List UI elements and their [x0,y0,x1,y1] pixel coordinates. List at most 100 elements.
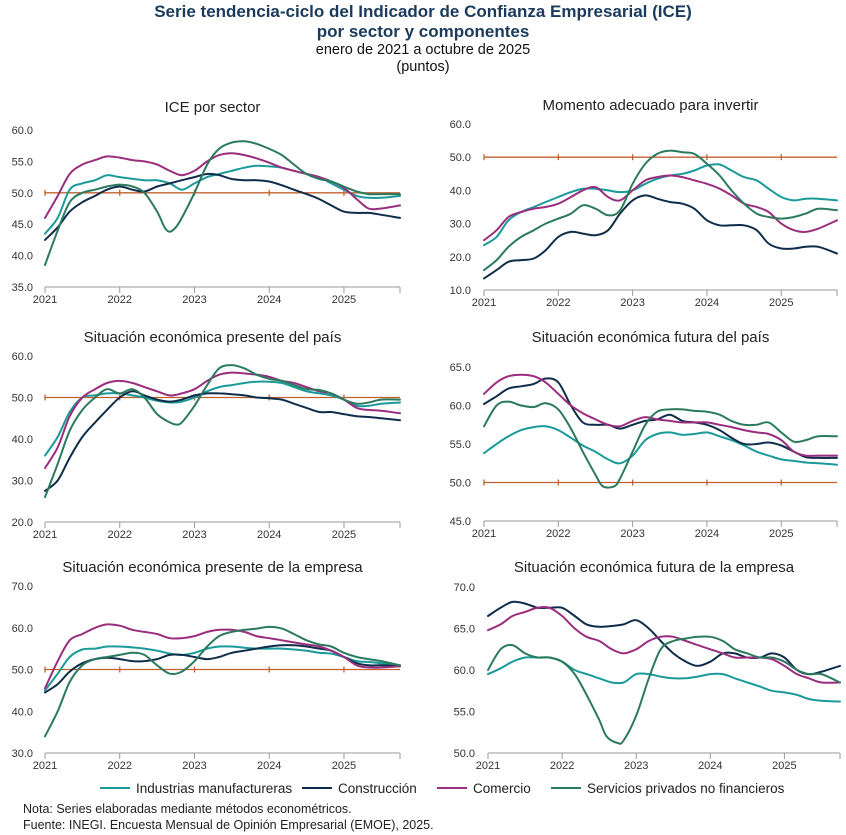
panel-5-x-tick-label: 2024 [257,760,281,772]
panel-5-title: Situación económica presente de la empre… [62,559,363,576]
panel-4-y-tick-label: 45.0 [450,516,471,528]
panel-6-x-tick-label: 2021 [476,760,500,772]
panel-3-x-tick-label: 2022 [107,529,131,541]
panel-2-y-tick-label: 50.0 [450,152,471,164]
legend: Industrias manufactureras Construcción C… [0,781,846,799]
footnotes: Nota: Series elaboradas mediante métodos… [23,801,434,833]
panel-2-y-tick-label: 20.0 [450,252,471,264]
panel-4-series-manufactureras [483,425,838,466]
panel-6-series-comercio [487,606,841,684]
panel-3-y-tick-label: 60.0 [12,351,33,363]
panel-2-y-tick-label: 30.0 [450,219,471,231]
legend-swatch-servicios [551,787,581,790]
panel-2-x-tick-label: 2022 [546,297,570,309]
panel-3-y-tick-label: 40.0 [12,434,33,446]
panel-4-x-tick-label: 2022 [546,528,570,540]
panel-3-x-tick-label: 2021 [33,529,57,541]
panel-1-x-tick-label: 2022 [107,294,131,306]
main-title-line1: Serie tendencia-ciclo del Indicador de C… [154,2,692,21]
panel-5-x-tick-label: 2023 [182,760,206,772]
panel-5-y-tick-label: 70.0 [12,581,33,593]
subtitle: enero de 2021 a octubre de 2025 [315,42,531,58]
panel-4-y-tick-label: 50.0 [450,478,471,490]
panel-5-series-servicios [44,625,401,738]
panel-1-series-construccion [44,172,401,241]
legend-label-manufactureras: Industrias manufactureras [136,781,293,796]
panel-3-series-manufactureras [44,380,401,457]
panel-1-y-tick-label: 45.0 [12,219,33,231]
panel-1-x-tick-label: 2024 [257,294,281,306]
panel-3-x-tick-label: 2024 [257,529,281,541]
panel-4-x-tick-label: 2023 [620,528,644,540]
panel-6-y-tick-label: 55.0 [454,707,475,719]
panel-6-title: Situación económica futura de la empresa [514,559,795,576]
panel-3-y-tick-label: 50.0 [12,393,33,405]
panel-5-series-construccion [44,644,401,694]
panel-6-x-tick-label: 2024 [698,760,722,772]
panel-3-title: Situación económica presente del país [84,329,342,346]
panel-2-series-construccion [483,194,838,280]
panel-6-series-servicios [487,635,841,745]
legend-swatch-comercio [437,787,467,790]
panel-5-x-tick-label: 2021 [33,760,57,772]
panel-5-y-tick-label: 60.0 [12,623,33,635]
panel-4-x-tick-label: 2024 [695,528,719,540]
panel-6-y-tick-label: 60.0 [454,665,475,677]
panel-6-y-tick-label: 70.0 [454,582,475,594]
chart-header: Serie tendencia-ciclo del Indicador de C… [0,2,846,76]
panel-1-x-tick-label: 2021 [33,294,57,306]
legend-item-servicios: Servicios privados no financieros [551,781,784,799]
panel-4-series-comercio [483,373,838,457]
panel-1-x-tick-label: 2023 [182,294,206,306]
panel-3-x-tick-label: 2025 [332,529,356,541]
legend-item-manufactureras: Industrias manufactureras [100,781,292,799]
panel-3-y-tick-label: 30.0 [12,476,33,488]
panel-2-x-tick-label: 2024 [695,297,719,309]
panel-4-y-tick-label: 60.0 [450,401,471,413]
panel-2-x-tick-label: 2021 [472,297,496,309]
panel-5-x-tick-label: 2025 [332,760,356,772]
panel-2-y-tick-label: 40.0 [450,185,471,197]
legend-item-comercio: Comercio [437,781,531,799]
panel-6-x-tick-label: 2022 [550,760,574,772]
panel-6-x-tick-label: 2023 [624,760,648,772]
legend-item-construccion: Construcción [302,781,417,799]
panel-5-y-tick-label: 40.0 [12,706,33,718]
main-title-line2: por sector y componentes [316,22,530,41]
legend-label-construccion: Construcción [338,781,417,796]
panel-2-x-tick-label: 2025 [769,297,793,309]
panel-3-y-tick-label: 20.0 [12,517,33,529]
panel-2-series-manufactureras [483,163,838,247]
panel-3-x-tick-label: 2023 [182,529,206,541]
panel-1-title: ICE por sector [165,99,261,116]
panel-5-y-tick-label: 50.0 [12,665,33,677]
panel-5-series-manufactureras [44,645,401,692]
panel-6-x-tick-label: 2025 [772,760,796,772]
panel-1-y-tick-label: 40.0 [12,251,33,263]
panel-2-series-servicios [483,149,838,272]
panel-4-title: Situación económica futura del país [532,329,770,346]
panel-4-series-construccion [483,377,838,459]
legend-swatch-construccion [302,787,332,790]
panel-6-y-tick-label: 50.0 [454,748,475,760]
legend-swatch-manufactureras [100,787,130,790]
panel-2-y-tick-label: 10.0 [450,285,471,297]
panel-5-x-tick-label: 2022 [107,760,131,772]
panel-1-series-servicios [44,140,401,266]
source-text: Fuente: INEGI. Encuesta Mensual de Opini… [23,818,434,832]
panel-2-series-comercio [483,174,838,242]
panel-5-series-comercio [44,623,401,690]
panel-2-title: Momento adecuado para invertir [543,97,759,114]
legend-label-servicios: Servicios privados no financieros [587,781,785,796]
note-text: Nota: Series elaboradas mediante métodos… [23,802,352,816]
panel-6-y-tick-label: 65.0 [454,624,475,636]
panel-4-y-tick-label: 55.0 [450,439,471,451]
panel-4-x-tick-label: 2025 [769,528,793,540]
panel-3-series-construccion [44,390,401,492]
panel-4-y-tick-label: 65.0 [450,362,471,374]
panel-1-x-tick-label: 2025 [332,294,356,306]
panel-1-y-tick-label: 55.0 [12,156,33,168]
panel-1-y-tick-label: 50.0 [12,188,33,200]
panel-2-x-tick-label: 2023 [620,297,644,309]
